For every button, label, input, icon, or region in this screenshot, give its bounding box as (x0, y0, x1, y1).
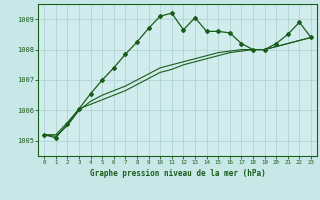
X-axis label: Graphe pression niveau de la mer (hPa): Graphe pression niveau de la mer (hPa) (90, 169, 266, 178)
